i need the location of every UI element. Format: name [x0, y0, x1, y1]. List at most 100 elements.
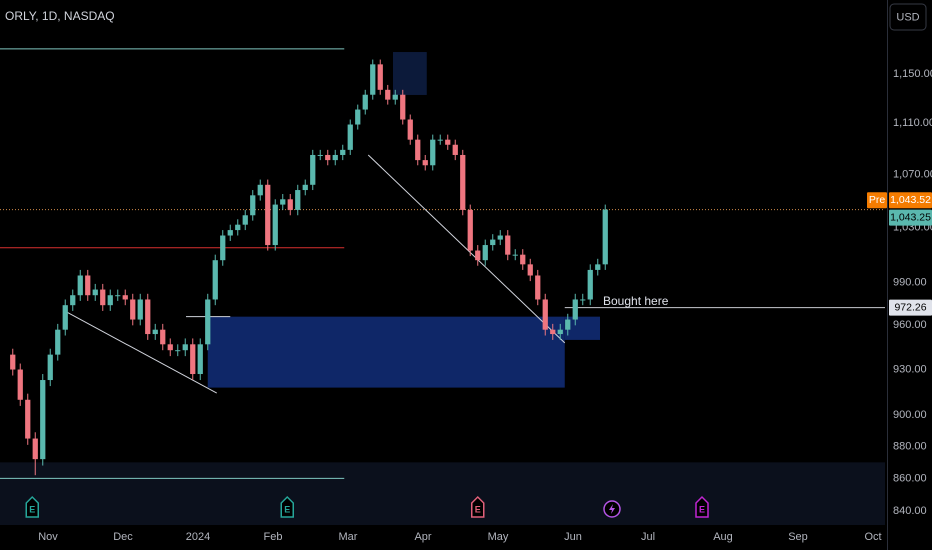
- y-tick-label: 1,150.00: [893, 68, 932, 80]
- candle-body: [587, 269, 593, 300]
- candle-body: [310, 154, 316, 185]
- event-icon: [695, 495, 709, 518]
- candle-body: [160, 329, 166, 345]
- candle-body: [40, 380, 46, 460]
- candle-body: [445, 139, 451, 145]
- candle-body: [197, 344, 203, 375]
- y-tick-label: 1,110.00: [893, 117, 932, 129]
- zone: [207, 316, 565, 388]
- y-tick-label: 930.00: [893, 363, 927, 375]
- candle-body: [467, 209, 473, 251]
- candle-body: [347, 124, 353, 150]
- candle-body: [77, 275, 83, 296]
- price-tag: [867, 192, 887, 209]
- candle-body: [85, 275, 91, 296]
- price-badge: [889, 209, 932, 226]
- event-marker[interactable]: [603, 500, 621, 518]
- candle-body: [505, 235, 511, 255]
- candle-body: [475, 250, 481, 261]
- y-tick-label: 960.00: [893, 319, 927, 331]
- price-badge-label: 972.26: [894, 301, 926, 313]
- x-tick-label: Feb: [264, 531, 283, 543]
- zone: [393, 52, 427, 95]
- price-badge-label: 1,043.25: [890, 211, 931, 223]
- candle-body: [137, 299, 143, 320]
- currency-button[interactable]: [889, 3, 927, 31]
- event-marker[interactable]: E: [695, 495, 709, 518]
- candle-body: [295, 190, 301, 210]
- annotation: Bought here: [603, 294, 669, 308]
- candle-body: [152, 329, 158, 335]
- candle-body: [175, 350, 181, 352]
- candle-body: [280, 199, 286, 205]
- candle-body: [167, 344, 173, 351]
- candle-body: [235, 224, 241, 231]
- candle-body: [32, 438, 38, 460]
- price-badge-label: 1,043.52: [890, 194, 931, 206]
- candle-body: [92, 289, 98, 296]
- x-tick-label: Apr: [414, 531, 431, 543]
- event-marker[interactable]: E: [25, 495, 39, 518]
- candle-body: [497, 235, 503, 240]
- candle-body: [400, 94, 406, 120]
- candle-body: [437, 139, 443, 141]
- candle-body: [527, 264, 533, 276]
- x-tick-label: Aug: [713, 531, 733, 543]
- candle-body: [550, 329, 556, 335]
- x-tick-label: Jun: [564, 531, 582, 543]
- x-tick-label: 2024: [186, 531, 210, 543]
- candle-body: [107, 295, 113, 306]
- candle-body: [452, 144, 458, 155]
- candle-body: [17, 369, 23, 400]
- x-tick-label: May: [488, 531, 509, 543]
- candle-body: [62, 305, 68, 330]
- candle-body: [370, 64, 376, 95]
- price-tag-label: Pre: [869, 194, 886, 206]
- candle-body: [190, 344, 196, 375]
- candle-body: [115, 295, 121, 297]
- candle-body: [272, 204, 278, 246]
- event-marker[interactable]: E: [280, 495, 294, 518]
- candle-body: [407, 119, 413, 140]
- candle-body: [535, 275, 541, 300]
- candle-body: [377, 64, 383, 90]
- y-tick-label: 1,070.00: [893, 168, 932, 180]
- candle-body: [415, 139, 421, 161]
- price-badge: [889, 192, 932, 209]
- candle-body: [205, 299, 211, 345]
- candle-body: [520, 254, 526, 265]
- candle-body: [122, 295, 128, 300]
- candle-body: [145, 299, 151, 335]
- event-label: E: [284, 504, 290, 514]
- plot-area: Bought here: [0, 48, 885, 525]
- x-tick-label: Jul: [641, 531, 655, 543]
- candle-body: [422, 160, 428, 166]
- candle-body: [542, 299, 548, 330]
- event-marker[interactable]: E: [471, 495, 485, 518]
- event-label: E: [699, 504, 705, 514]
- price-badge: [889, 299, 932, 316]
- candle-body: [302, 184, 308, 191]
- candle-body: [182, 344, 188, 351]
- candle-body: [385, 89, 391, 100]
- candle-body: [25, 399, 31, 439]
- candle-body: [602, 209, 608, 265]
- x-tick-label: Mar: [339, 531, 358, 543]
- candle-body: [595, 264, 601, 270]
- y-tick-label: 860.00: [893, 472, 927, 484]
- candle-body: [355, 109, 361, 125]
- candle-body: [340, 149, 346, 155]
- candle-body: [557, 329, 563, 335]
- y-tick-label: 900.00: [893, 409, 927, 421]
- candle-body: [332, 154, 338, 161]
- candle-body: [100, 289, 106, 306]
- zone: [0, 462, 885, 525]
- candle-body: [265, 184, 271, 246]
- trend-line: [66, 311, 217, 394]
- candle-body: [287, 199, 293, 210]
- x-tick-label: Oct: [864, 531, 881, 543]
- candle-body: [572, 299, 578, 320]
- candle-body: [212, 260, 218, 300]
- candle-body: [430, 139, 436, 166]
